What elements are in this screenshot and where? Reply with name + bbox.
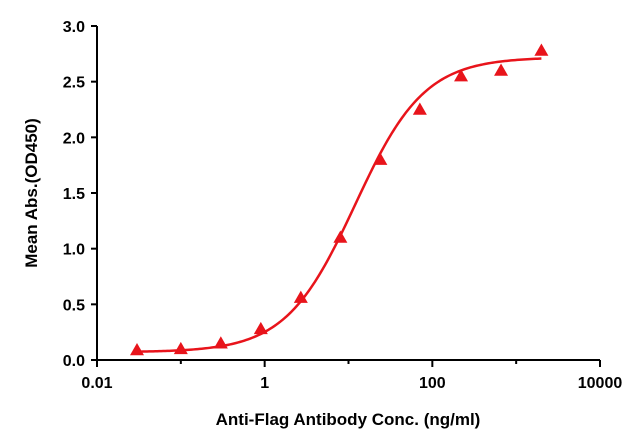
- data-point: [534, 43, 549, 56]
- data-point: [454, 69, 469, 82]
- y-axis-title: Mean Abs.(OD450): [22, 118, 41, 268]
- y-tick-label: 1.0: [63, 242, 85, 259]
- y-tick-label: 0.5: [63, 297, 85, 314]
- data-point: [412, 102, 427, 115]
- data-point: [253, 321, 268, 335]
- y-tick-label: 2.5: [63, 75, 85, 92]
- fit-layer: [136, 57, 542, 353]
- data-point: [129, 342, 144, 356]
- axes: 0.0 0.5 1.0 1.5 2.0 2.5 3.0 0.01 1 100 10000: [63, 19, 623, 392]
- points-layer: [129, 43, 549, 356]
- data-point: [293, 290, 308, 303]
- y-tick-label: 0.0: [63, 353, 85, 370]
- x-tick-label: 1: [260, 375, 269, 392]
- data-point: [373, 152, 388, 165]
- data-point: [333, 230, 348, 243]
- x-tick-label: 100: [419, 375, 446, 392]
- x-tick-label: 10000: [578, 375, 623, 392]
- x-axis-title: Anti-Flag Antibody Conc. (ng/ml): [216, 410, 481, 429]
- y-tick-label: 3.0: [63, 19, 85, 36]
- fit-curve: [136, 57, 542, 353]
- data-point: [494, 63, 509, 76]
- y-tick-label: 1.5: [63, 186, 85, 203]
- y-tick-label: 2.0: [63, 130, 85, 147]
- x-tick-label: 0.01: [81, 375, 112, 392]
- data-point: [213, 336, 228, 349]
- data-point: [173, 341, 188, 355]
